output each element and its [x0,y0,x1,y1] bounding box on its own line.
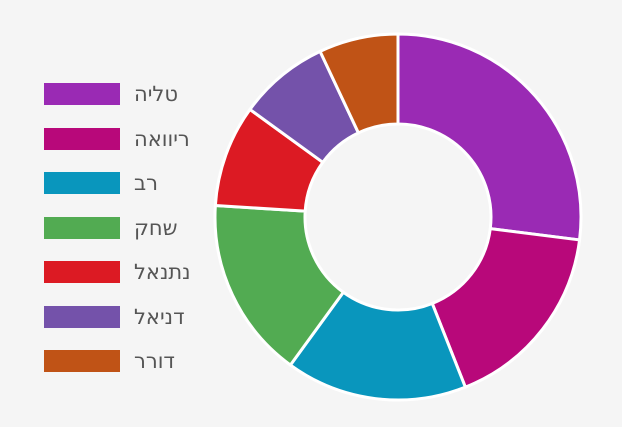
legend-label: דניאל [134,304,185,329]
donut-slice[interactable] [430,227,582,389]
donut-slice[interactable] [288,290,467,402]
legend-swatch [44,261,120,284]
legend-item[interactable]: רב [44,161,191,206]
legend-swatch [44,172,120,195]
legend-item[interactable]: טליה [44,72,191,117]
legend-item[interactable]: נתנאל [44,250,191,295]
legend-item[interactable]: ריוואה [44,117,191,162]
legend: טליה ריוואה רב שחק נתנאל דניאל דורר [44,72,191,384]
donut-slice[interactable] [396,32,583,242]
legend-label: דורר [134,349,175,374]
legend-swatch [44,305,120,328]
legend-swatch [44,216,120,239]
legend-swatch [44,127,120,150]
legend-item[interactable]: דניאל [44,295,191,340]
legend-swatch [44,350,120,373]
donut-slice[interactable] [318,32,400,135]
legend-label: ריוואה [134,126,190,151]
legend-swatch [44,83,120,106]
legend-label: טליה [134,82,178,107]
legend-item[interactable]: דורר [44,339,191,384]
legend-label: רב [134,171,158,196]
legend-label: נתנאל [134,260,191,285]
legend-item[interactable]: שחק [44,206,191,251]
legend-label: שחק [134,215,178,240]
donut-slice[interactable] [213,204,345,367]
